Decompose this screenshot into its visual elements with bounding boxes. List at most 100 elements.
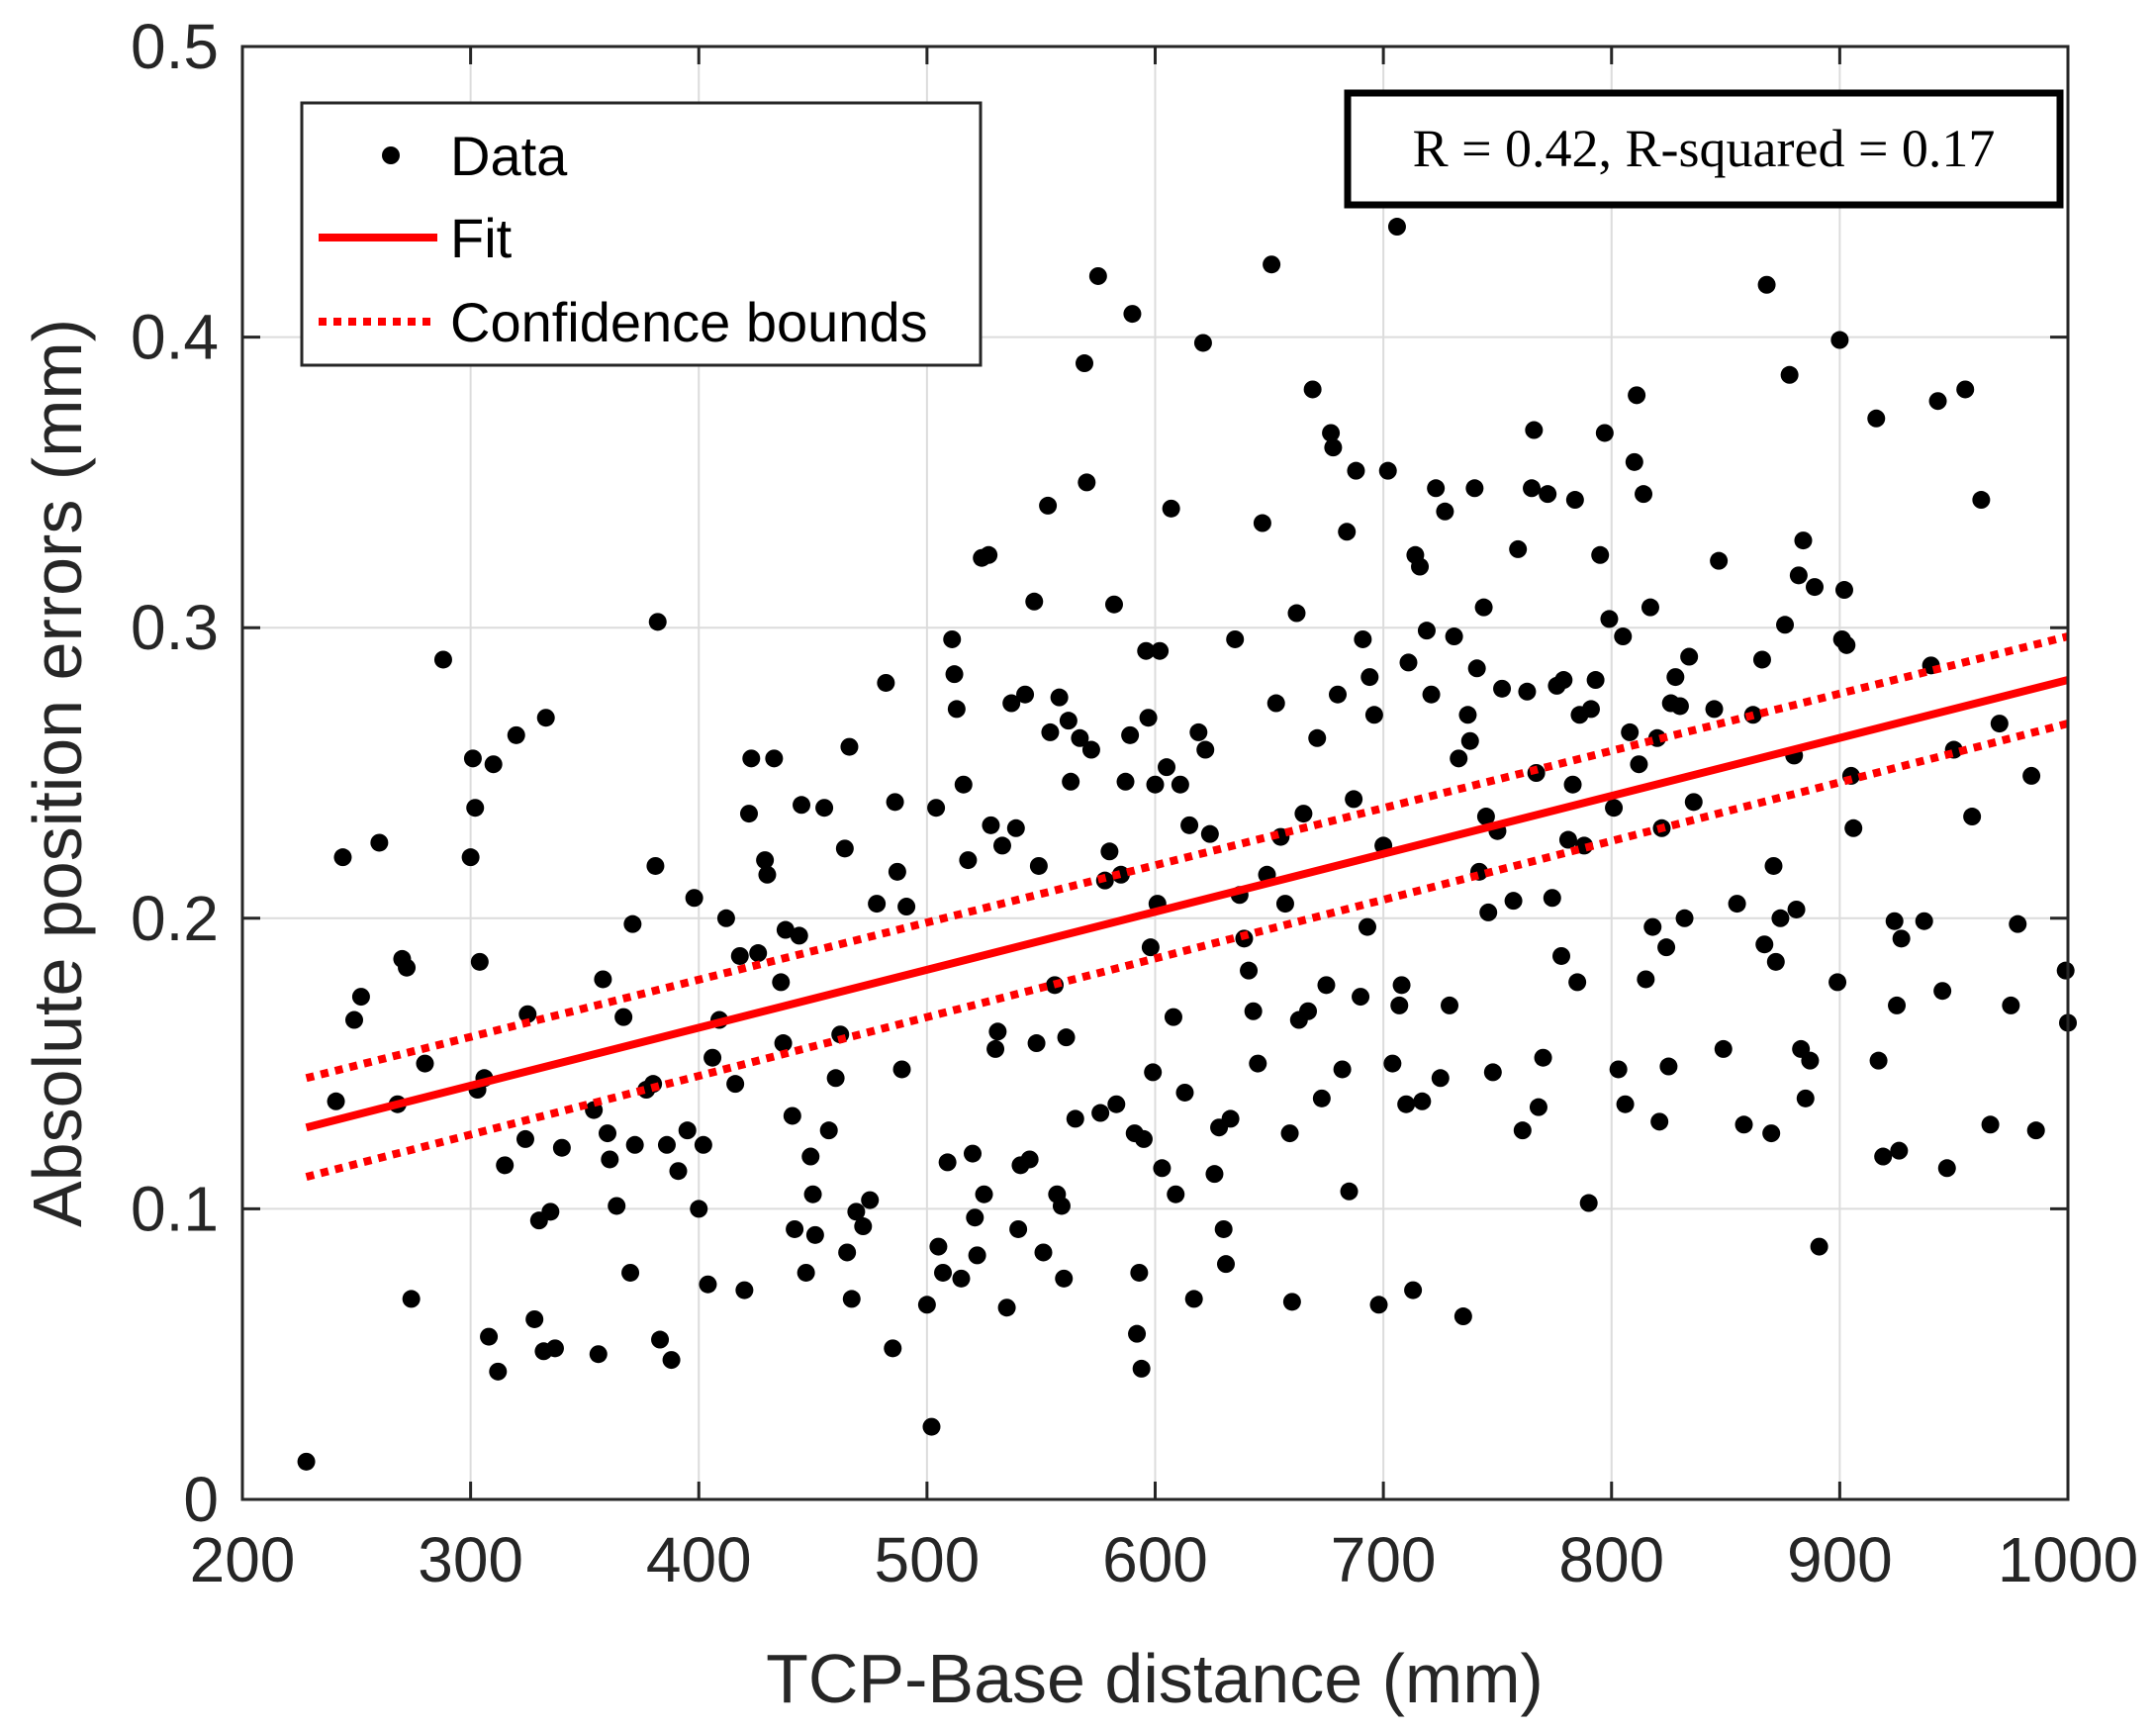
y-tick-label: 0.2	[131, 883, 219, 954]
data-point	[1581, 700, 1600, 719]
data-point	[1705, 700, 1724, 719]
data-point	[1347, 461, 1365, 480]
data-point	[525, 1309, 544, 1328]
data-point	[1789, 566, 1808, 585]
data-point	[1275, 895, 1294, 914]
data-point	[964, 1144, 982, 1163]
data-point	[783, 1107, 801, 1125]
data-point	[507, 725, 525, 744]
data-point	[2056, 961, 2075, 980]
confidence-bound-lower	[305, 720, 2069, 1181]
data-point	[835, 839, 854, 858]
data-point	[801, 1147, 820, 1166]
data-point	[1757, 275, 1776, 294]
data-point	[1874, 1147, 1893, 1166]
data-point	[1483, 1063, 1502, 1082]
data-point	[803, 1185, 822, 1203]
data-point	[1710, 551, 1729, 570]
data-point	[1554, 671, 1573, 690]
data-point	[1595, 424, 1614, 442]
data-point	[1465, 479, 1484, 498]
data-point	[608, 1197, 626, 1215]
data-point	[886, 793, 904, 812]
data-point	[1308, 728, 1327, 747]
data-point	[1088, 266, 1107, 285]
data-point	[1167, 1185, 1185, 1203]
data-point	[742, 749, 761, 768]
data-point	[1390, 996, 1409, 1014]
y-tick-label: 0	[183, 1464, 219, 1535]
data-point	[1240, 961, 1259, 980]
data-point	[489, 1362, 508, 1381]
data-point	[1828, 973, 1847, 992]
data-point	[892, 1060, 911, 1079]
data-point	[433, 650, 452, 669]
data-point	[1563, 775, 1582, 794]
data-point	[1728, 895, 1746, 914]
data-point	[934, 1263, 953, 1282]
data-point	[1006, 818, 1025, 837]
fit-line	[305, 676, 2069, 1132]
data-point	[1066, 1109, 1084, 1128]
data-point	[1055, 1269, 1074, 1288]
data-point	[1752, 650, 1771, 669]
data-point	[1184, 1290, 1203, 1308]
data-point	[945, 665, 964, 684]
data-point	[1628, 386, 1646, 405]
data-point	[1329, 685, 1347, 704]
data-point	[1253, 514, 1271, 532]
data-point	[1027, 1034, 1046, 1053]
data-point	[1171, 775, 1189, 794]
data-point	[1050, 688, 1069, 707]
data-point	[1404, 1281, 1423, 1299]
data-point	[1134, 1129, 1153, 1148]
data-point	[2009, 914, 2027, 933]
data-point	[1057, 1028, 1076, 1047]
confidence-bound-upper	[305, 632, 2069, 1083]
data-point	[1216, 1255, 1235, 1274]
legend-label-confidence: Confidence bounds	[450, 291, 928, 353]
data-point	[1766, 952, 1785, 971]
data-point	[1137, 641, 1156, 660]
data-point	[1002, 694, 1021, 713]
data-point	[1244, 1002, 1263, 1020]
data-point	[758, 865, 777, 884]
data-point	[1600, 610, 1619, 628]
data-point	[1844, 818, 1863, 837]
data-point	[1091, 1104, 1110, 1122]
data-point	[1764, 856, 1783, 875]
data-point	[1312, 1089, 1331, 1107]
legend-label-data: Data	[450, 125, 568, 187]
data-point	[1378, 461, 1397, 480]
data-point	[1411, 557, 1430, 576]
data-point	[662, 1351, 681, 1370]
data-point	[1734, 1115, 1753, 1134]
x-tick-label: 1000	[1998, 1524, 2138, 1595]
x-tick-label: 800	[1558, 1524, 1664, 1595]
data-point	[651, 1330, 670, 1349]
data-point	[1116, 772, 1135, 791]
data-point	[1107, 1095, 1126, 1113]
data-point	[1100, 842, 1119, 861]
data-point	[1034, 1243, 1053, 1262]
data-point	[797, 1263, 815, 1282]
data-point	[1458, 706, 1477, 724]
data-point	[536, 709, 555, 727]
x-tick-label: 900	[1787, 1524, 1893, 1595]
data-point	[1810, 1237, 1828, 1256]
data-point	[480, 1327, 499, 1346]
data-point	[1543, 889, 1561, 908]
data-point	[1888, 996, 1907, 1014]
data-point	[954, 775, 973, 794]
data-point	[861, 1191, 880, 1209]
data-point	[786, 1219, 804, 1238]
data-point	[402, 1290, 421, 1308]
x-tick-label: 700	[1331, 1524, 1437, 1595]
data-point	[297, 1452, 316, 1471]
data-point	[1796, 1089, 1815, 1107]
data-point	[351, 988, 370, 1007]
data-point	[1352, 988, 1370, 1007]
data-point	[1221, 1109, 1240, 1128]
data-point	[1635, 485, 1653, 504]
data-point	[952, 1269, 971, 1288]
